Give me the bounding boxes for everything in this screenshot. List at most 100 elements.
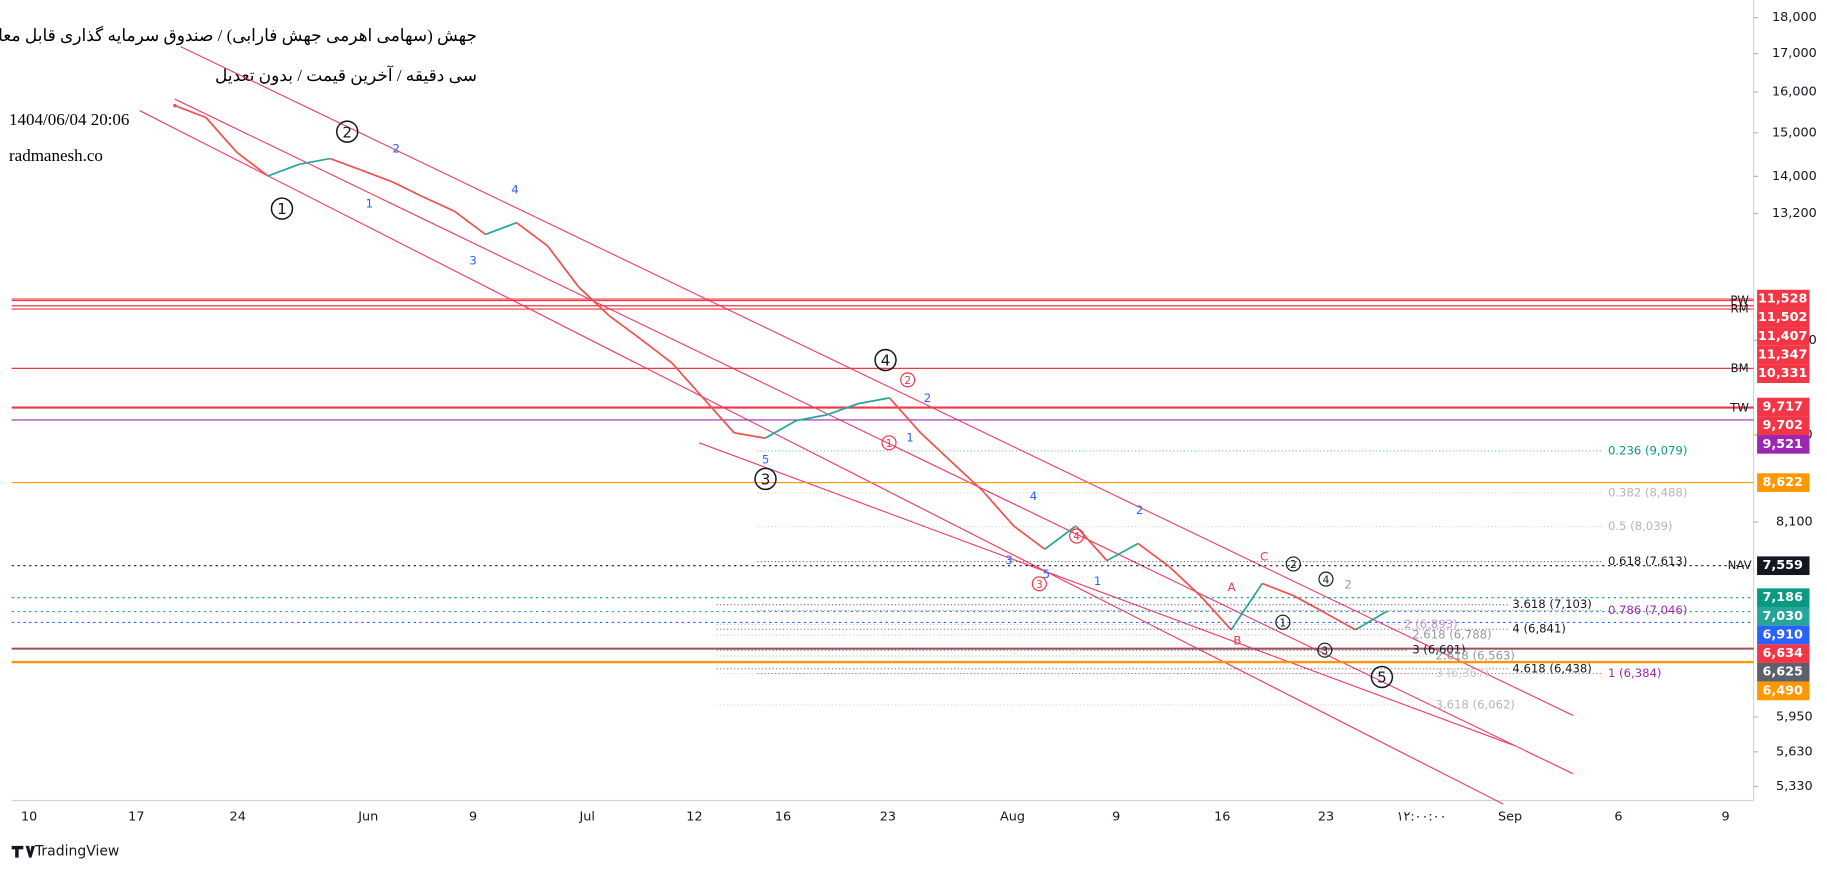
y-tick-label: 15,000 (1772, 125, 1817, 140)
wave-circle (754, 467, 777, 491)
price-segment (329, 157, 362, 171)
y-tick-label: 5,330 (1776, 779, 1813, 794)
x-tick-label: 23 (1318, 809, 1334, 824)
price-segment (1075, 525, 1108, 562)
fib-label: 0.236 (9,079) (1608, 443, 1687, 457)
price-segment (609, 315, 642, 340)
price-segment (981, 490, 1015, 527)
y-tick-label: 8,100 (1776, 515, 1813, 530)
fib-label: 4.618 (6,438) (1512, 661, 1591, 675)
wave-circle (1317, 642, 1333, 658)
chart-subtitle: سی دقیقه / آخرین قیمت / بدون تعدیل (214, 66, 477, 85)
price-label-box (1757, 416, 1810, 436)
wave-label: 2 (392, 142, 399, 156)
price-segment (578, 286, 611, 317)
fib-label: 4 (6,841) (1512, 622, 1566, 636)
price-segment (640, 338, 673, 364)
wave-label: 1 (366, 196, 373, 210)
price-label: 7,559 (1762, 558, 1803, 573)
wave-label: 3 (761, 471, 771, 489)
price-label: 9,521 (1762, 437, 1803, 452)
price-label-box (1757, 681, 1810, 701)
price-segment (826, 402, 859, 416)
price-segment (1013, 525, 1046, 550)
wave-label: A (1228, 580, 1236, 594)
chart-datetime: 1404/06/04 20:06 (9, 110, 130, 129)
x-tick-label: 9 (1722, 809, 1730, 824)
price-segment (453, 210, 487, 236)
x-tick-label: 16 (1214, 809, 1230, 824)
price-segment (267, 163, 300, 177)
wave-label: 2 (924, 391, 931, 405)
y-tick-label: 17,000 (1772, 46, 1817, 61)
price-segment (671, 362, 704, 399)
x-tick-label: 23 (880, 809, 896, 824)
fib-label: 2.618 (6,563) (1436, 649, 1515, 663)
y-tick-label: 13,200 (1772, 206, 1817, 221)
fib-label: 3 (6,367) (1436, 666, 1490, 680)
price-label: 11,407 (1758, 329, 1807, 344)
wave-label: 4 (881, 352, 891, 370)
x-tick-label: Sep (1498, 809, 1522, 824)
price-label-box (1757, 345, 1810, 365)
wave-label: 2 (342, 123, 352, 141)
price-segment (1199, 594, 1232, 631)
wave-label: C (1260, 549, 1268, 563)
price-label-box (1757, 556, 1810, 576)
wave-circle (1031, 576, 1047, 592)
price-segment (888, 397, 922, 434)
x-tick-label: 12 (686, 809, 702, 824)
wave-label: 1 (277, 200, 287, 218)
x-tick-label: 9 (1112, 809, 1120, 824)
wave-circle (1285, 556, 1301, 572)
price-segment (1168, 565, 1201, 597)
x-tick-label: Aug (1000, 809, 1025, 824)
fib-label: 3.618 (7,103) (1512, 597, 1591, 611)
wave-label: 1 (1280, 617, 1287, 629)
wave-label: 2 (904, 375, 911, 387)
channel-lines (139, 46, 1574, 805)
price-label: 6,910 (1762, 627, 1803, 642)
wave-label: 4 (1323, 574, 1330, 586)
price-label-box (1757, 644, 1810, 663)
price-segment (702, 397, 735, 434)
brand: TradingView (34, 844, 119, 860)
site-name: radmanesh.co (9, 146, 103, 165)
fib-label: 2 (6,893) (1404, 617, 1458, 631)
price-label-box (1757, 662, 1810, 682)
price-segment (733, 431, 766, 440)
price-label: 6,634 (1762, 646, 1803, 661)
channel-line (139, 110, 1504, 805)
price-segment (546, 245, 580, 288)
wave-circle (881, 435, 897, 451)
wave-label: 3 (1036, 579, 1043, 591)
price-label-box (1757, 607, 1810, 626)
price-label: 9,702 (1762, 418, 1802, 433)
price-segment (950, 461, 984, 492)
wave-circle (900, 372, 916, 388)
fib-label: 0.618 (7,613) (1608, 554, 1687, 568)
wave-label: 4 (511, 182, 518, 196)
price-label-box (1757, 289, 1810, 309)
price-segment (919, 432, 953, 463)
wave-label: 4 (1073, 531, 1080, 543)
price-label: 7,030 (1762, 609, 1803, 624)
wave-label: 4 (1030, 489, 1037, 503)
fib-label: 3.618 (6,062) (1436, 697, 1515, 711)
fib-label: 3 (6,601) (1412, 643, 1466, 657)
brand-logo (11, 845, 35, 858)
price-segment (796, 413, 828, 422)
x-time-label: ۱۲:۰۰:۰۰ (1397, 809, 1447, 824)
price-label-box (1757, 364, 1810, 383)
wave-circle (1275, 614, 1291, 630)
level-name: PW (1730, 293, 1749, 307)
price-segment (485, 221, 517, 236)
price-segment (516, 221, 549, 247)
x-tick-label: 16 (775, 809, 791, 824)
price-segment (1106, 542, 1139, 562)
fib-label: 0.5 (8,039) (1608, 519, 1673, 533)
wave-circle (1370, 665, 1394, 689)
price-label: 11,502 (1758, 310, 1807, 325)
